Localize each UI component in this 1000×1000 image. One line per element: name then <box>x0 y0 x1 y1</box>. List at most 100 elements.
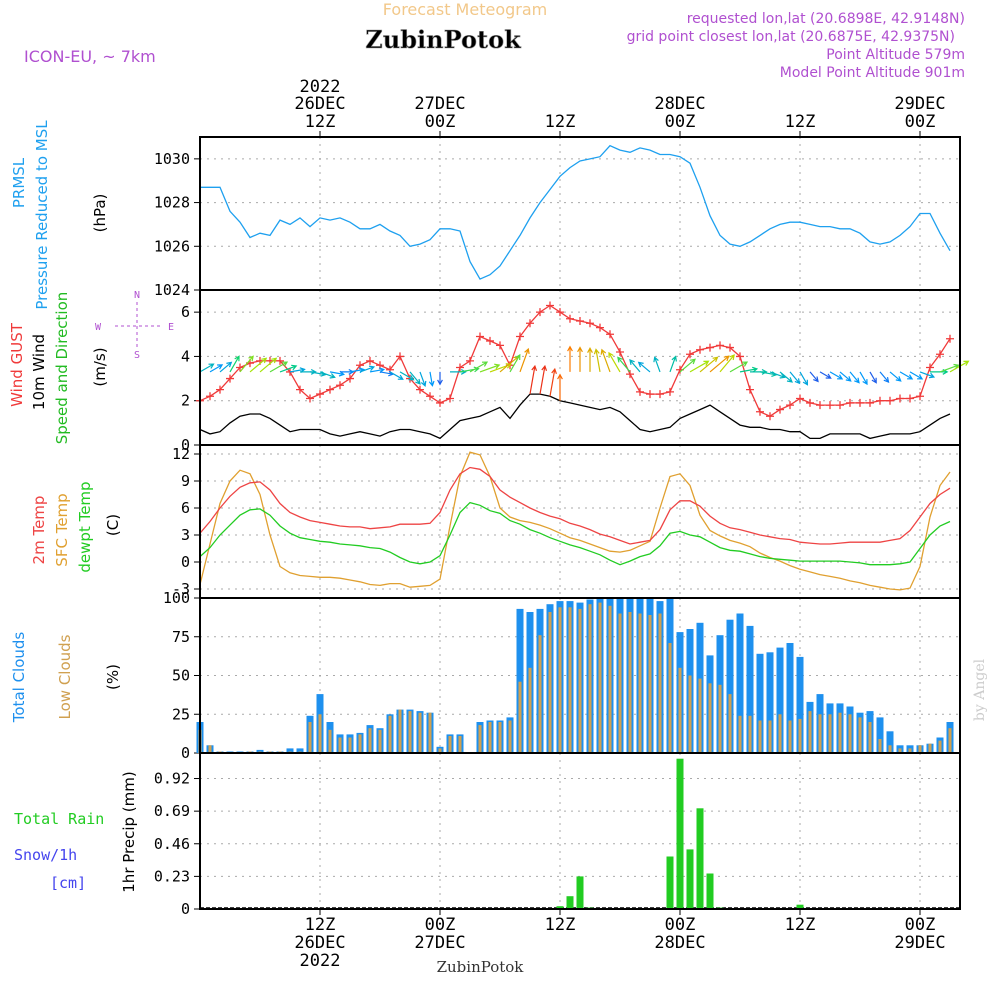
low-cloud-bar <box>638 613 642 753</box>
y-tick-label: 9 <box>181 472 190 490</box>
panel-frame <box>199 752 961 910</box>
y-tick-label: 1030 <box>154 150 190 168</box>
wind-direction-arrow <box>259 357 278 373</box>
wind-direction-arrow <box>379 370 395 377</box>
wind-direction-arrow <box>567 345 573 372</box>
pressure-unit: (hPa) <box>91 194 109 233</box>
gust-marker <box>346 374 354 383</box>
y-tick-label: 0 <box>181 900 190 918</box>
wind-direction-arrow <box>269 361 289 373</box>
low-cloud-bar <box>838 712 842 753</box>
wind-direction-arrow <box>699 356 719 373</box>
low-cloud-bar <box>488 722 492 753</box>
gust-marker <box>686 350 694 359</box>
y-tick-label: 12 <box>172 445 190 463</box>
gust-marker <box>616 348 624 356</box>
gust-marker <box>726 343 734 352</box>
bottom-hour-label: 12Z <box>785 915 816 935</box>
y-tick-label: 0.46 <box>154 835 190 853</box>
wind-direction-arrow <box>593 348 601 373</box>
gust-marker <box>826 401 834 410</box>
y-tick-label: 0.23 <box>154 867 190 885</box>
gust-marker <box>716 341 724 350</box>
gust-marker <box>836 401 844 410</box>
total-cloud-bar <box>726 619 734 753</box>
low-cloud-bar <box>438 748 442 753</box>
low-cloud-bar <box>498 722 502 753</box>
gust-marker <box>486 336 494 345</box>
low-cloud-bar <box>788 720 792 753</box>
bottom-date-label: 27DEC <box>414 933 465 953</box>
low-cloud-bar <box>918 745 922 754</box>
wind-direction-arrow <box>389 371 404 380</box>
gust-marker <box>806 398 814 407</box>
total-cloud-bar <box>776 647 784 753</box>
gust-marker <box>906 394 914 403</box>
compass-w: W <box>95 322 102 333</box>
wind-direction-arrow <box>879 371 890 383</box>
low-cloud-bar <box>348 737 352 753</box>
gust-marker <box>536 308 544 317</box>
wind-direction-arrow <box>809 371 819 383</box>
wind-direction-arrow <box>239 355 254 373</box>
gust-marker <box>596 323 604 332</box>
bottom-date-label: 29DEC <box>894 933 945 953</box>
wind-direction-arrow <box>899 371 914 380</box>
total-cloud-bar <box>796 656 804 753</box>
bottom-year-label: 2022 <box>300 951 341 971</box>
wind-direction-arrow <box>769 371 786 379</box>
pressure-panel: 1024 1026 1028 1030 <box>154 136 961 299</box>
compass-rose: N S W E <box>95 290 174 361</box>
gust-marker <box>766 412 774 421</box>
gust-marker <box>436 398 444 407</box>
wind-direction-arrow <box>839 371 852 382</box>
wind-label: 10m Wind <box>30 334 48 410</box>
top-hour-label: 12Z <box>545 112 576 132</box>
low-cloud-bar <box>528 667 532 754</box>
wind-direction-arrow <box>617 356 631 373</box>
low-cloud-bar <box>508 720 512 753</box>
wind-direction-arrow <box>819 371 832 379</box>
temperature-panel: -3 0 3 6 9 12 <box>172 444 961 599</box>
low-cloud-bar <box>668 643 672 753</box>
y-tick-label: 3 <box>181 526 190 544</box>
low-cloud-bar <box>478 725 482 753</box>
gust-marker <box>316 390 324 399</box>
wind-direction-arrow <box>219 361 233 373</box>
low-cloud-bar <box>408 711 412 753</box>
model-altitude: Model Point Altitude 901m <box>780 65 965 81</box>
low-cloud-bar <box>378 729 382 754</box>
y-tick-label: 4 <box>181 347 190 365</box>
low-cloud-bar <box>578 608 582 753</box>
total-cloud-bar <box>516 608 524 753</box>
gust-marker <box>736 352 744 361</box>
gust-marker <box>566 314 574 323</box>
low-cloud-bar <box>688 675 692 753</box>
wind-panel: 0 2 4 6 <box>181 289 970 454</box>
bottom-date-label: 28DEC <box>654 933 705 953</box>
precip-bar <box>706 873 714 909</box>
gust-marker <box>606 330 614 339</box>
top-date-label: 28DEC <box>654 94 705 114</box>
y-tick-label: 100 <box>163 589 190 607</box>
wind-direction-arrow <box>437 371 443 386</box>
gust-marker <box>216 385 224 394</box>
top-hour-label: 12Z <box>305 112 336 132</box>
wind-direction-arrow <box>319 371 336 379</box>
wind-direction-arrow <box>608 351 621 373</box>
wind-direction-arrow <box>419 371 427 387</box>
low-cloud-bar <box>748 715 752 753</box>
low-cloud-bar <box>878 739 882 753</box>
snow-unit: [cm] <box>50 874 86 892</box>
bottom-hour-label: 00Z <box>905 915 936 935</box>
precip-bar <box>666 856 674 909</box>
wind-direction-arrow <box>529 364 538 395</box>
gust-marker <box>866 398 874 407</box>
gust-marker <box>326 385 334 394</box>
pressure-label: Pressure Reduced to MSL <box>33 120 51 310</box>
gust-marker <box>786 401 794 410</box>
low-cloud-bar <box>648 615 652 753</box>
low-cloud-bar <box>328 729 332 754</box>
low-cloud-bar <box>628 612 632 753</box>
